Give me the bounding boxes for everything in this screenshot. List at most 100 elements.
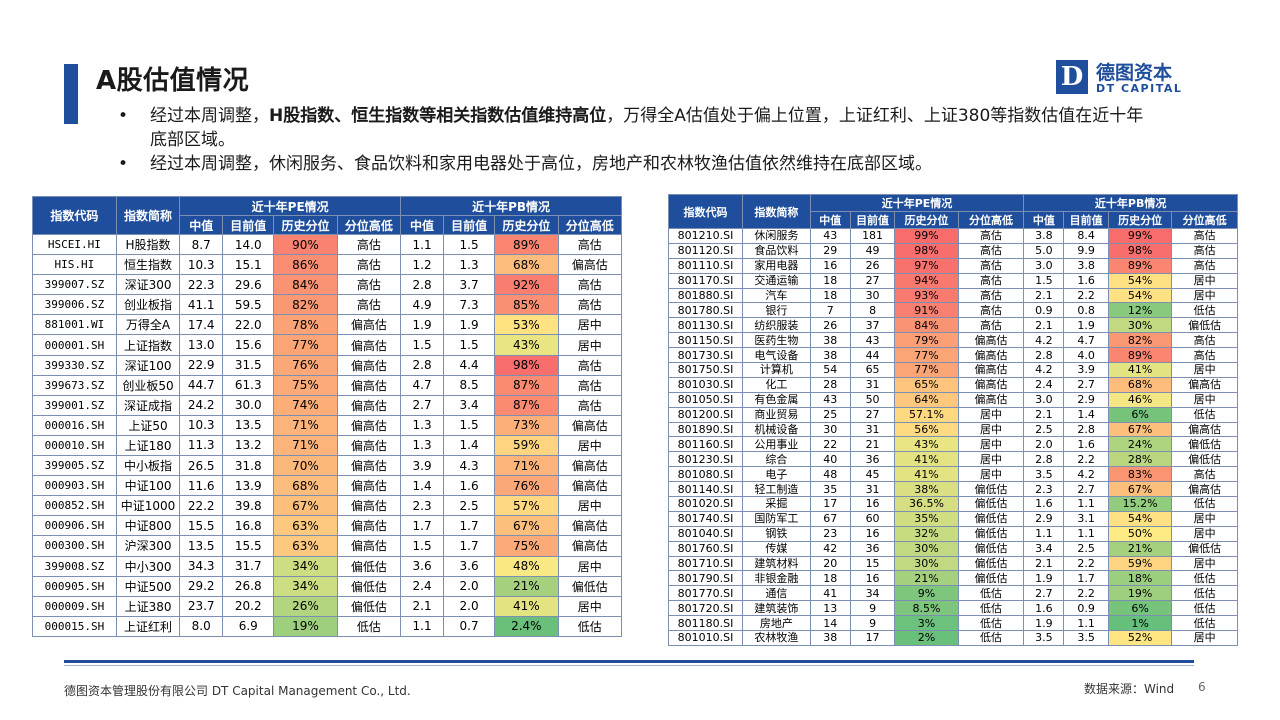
cell-pe-level: 高估 bbox=[957, 302, 1025, 319]
cell-pe-current: 60 bbox=[849, 510, 896, 527]
cell-code: 399006.SZ bbox=[32, 294, 117, 316]
cell-code: 399008.SZ bbox=[32, 555, 117, 577]
cell-code: 801110.SI bbox=[667, 257, 744, 274]
cell-pe-level: 偏低估 bbox=[336, 595, 402, 617]
table-row: 000903.SH 中证100 11.6 13.9 68% 偏高估 1.4 1.6 76% 偏高估 bbox=[32, 475, 623, 497]
cell-pb-current: 0.8 bbox=[1063, 302, 1109, 319]
cell-pe-percentile: 71% bbox=[273, 434, 338, 457]
bullet-1-bold: H股指数、恒生指数等相关指数估值维持高位 bbox=[269, 106, 607, 126]
cell-pe-current: 21 bbox=[849, 436, 896, 453]
table-row: 000015.SH 上证红利 8.0 6.9 19% 低估 1.1 0.7 2.4% 低估 bbox=[32, 615, 623, 637]
footer-company: 德图资本管理股份有限公司 DT Capital Management Co., … bbox=[64, 684, 411, 698]
cell-pe-percentile: 41% bbox=[894, 466, 959, 483]
header-code: 指数代码 bbox=[667, 194, 744, 229]
cell-pb-level: 偏高估 bbox=[557, 455, 623, 477]
cell-name: 纺织服装 bbox=[742, 317, 811, 334]
bullet-1-pre: 经过本周调整， bbox=[150, 106, 269, 126]
cell-pe-percentile: 77% bbox=[273, 334, 338, 356]
cell-pe-level: 偏高估 bbox=[336, 495, 402, 517]
cell-pb-current: 1.3 bbox=[443, 254, 496, 276]
cell-pe-percentile: 90% bbox=[273, 233, 338, 256]
cell-pb-level: 低估 bbox=[1171, 496, 1238, 512]
cell-pb-current: 8.4 bbox=[1063, 228, 1109, 244]
cell-name: 上证380 bbox=[115, 595, 181, 617]
cell-pe-current: 31.8 bbox=[222, 455, 275, 477]
cell-pe-current: 36 bbox=[849, 451, 896, 468]
cell-pb-current: 2.2 bbox=[1063, 555, 1109, 572]
table-row: 399005.SZ 中小板指 26.5 31.8 70% 偏高估 3.9 4.3 71% 偏高估 bbox=[32, 455, 623, 477]
cell-pb-level: 低估 bbox=[1171, 302, 1238, 319]
cell-pe-percentile: 77% bbox=[894, 362, 959, 378]
cell-pb-level: 低估 bbox=[557, 615, 623, 637]
cell-pb-median: 4.2 bbox=[1023, 332, 1065, 349]
cell-pb-level: 偏低估 bbox=[1171, 317, 1238, 334]
cell-name: 电气设备 bbox=[742, 347, 811, 364]
cell-pe-current: 13.5 bbox=[222, 414, 275, 436]
cell-pe-current: 27 bbox=[849, 272, 896, 289]
cell-pb-percentile: 68% bbox=[1107, 376, 1173, 393]
cell-name: 轻工制造 bbox=[742, 481, 811, 498]
cell-code: 801880.SI bbox=[667, 287, 744, 304]
cell-name: 上证红利 bbox=[115, 615, 181, 637]
cell-pe-level: 居中 bbox=[957, 436, 1025, 453]
cell-pe-median: 30 bbox=[809, 421, 851, 438]
cell-pe-level: 居中 bbox=[957, 451, 1025, 468]
cell-pe-level: 高估 bbox=[336, 294, 402, 316]
cell-name: 中证800 bbox=[115, 515, 181, 537]
table-row: 801710.SI 建筑材料 20 15 30% 偏低估 2.1 2.2 59% 居中 bbox=[667, 555, 1238, 572]
cell-pb-current: 1.7 bbox=[443, 515, 496, 537]
cell-name: 万得全A bbox=[115, 314, 181, 336]
table-row: 399007.SZ 深证300 22.3 29.6 84% 高估 2.8 3.7 92% 高估 bbox=[32, 274, 623, 296]
table-row: 801780.SI 银行 7 8 91% 高估 0.9 0.8 12% 低估 bbox=[667, 302, 1238, 319]
cell-pb-percentile: 89% bbox=[494, 233, 559, 256]
cell-pe-median: 29 bbox=[809, 242, 851, 259]
title-accent-bar bbox=[64, 64, 78, 124]
table-row: 000852.SH 中证1000 22.2 39.8 67% 偏高估 2.3 2.5 57% 居中 bbox=[32, 495, 623, 517]
cell-pb-level: 居中 bbox=[1171, 555, 1238, 572]
bullet-dot-icon: • bbox=[118, 154, 129, 174]
cell-pb-level: 居中 bbox=[1171, 525, 1238, 542]
cell-pe-median: 10.3 bbox=[179, 254, 224, 276]
cell-pe-level: 偏高估 bbox=[336, 475, 402, 497]
cell-pb-median: 2.3 bbox=[400, 495, 445, 517]
cell-pe-median: 15.5 bbox=[179, 515, 224, 537]
cell-name: 传媒 bbox=[742, 540, 811, 557]
cell-name: 休闲服务 bbox=[742, 228, 811, 244]
cell-name: 房地产 bbox=[742, 615, 811, 632]
cell-name: 沪深300 bbox=[115, 535, 181, 557]
bullet-item-2: • 经过本周调整，休闲服务、食品饮料和家用电器处于高位，房地产和农林牧渔估值依然… bbox=[118, 152, 1158, 176]
cell-pb-median: 1.9 bbox=[400, 314, 445, 336]
cell-pb-percentile: 67% bbox=[1107, 421, 1173, 438]
cell-name: 机械设备 bbox=[742, 421, 811, 438]
cell-pb-level: 居中 bbox=[1171, 510, 1238, 527]
cell-pe-median: 13.5 bbox=[179, 535, 224, 557]
cell-pb-current: 2.0 bbox=[443, 595, 496, 617]
cell-pe-level: 偏低估 bbox=[957, 540, 1025, 557]
cell-pe-percentile: 76% bbox=[273, 354, 338, 376]
cell-pe-percentile: 34% bbox=[273, 555, 338, 577]
cell-pb-level: 偏高估 bbox=[1171, 421, 1238, 438]
cell-code: 801230.SI bbox=[667, 451, 744, 468]
cell-name: 电子 bbox=[742, 466, 811, 483]
cell-pb-level: 低估 bbox=[1171, 600, 1238, 617]
cell-pb-current: 3.5 bbox=[1063, 630, 1109, 646]
header-pb-percentile: 历史分位 bbox=[1107, 211, 1173, 229]
cell-pe-current: 59.5 bbox=[222, 294, 275, 316]
table-row: 801030.SI 化工 28 31 65% 偏高估 2.4 2.7 68% 偏高估 bbox=[667, 376, 1238, 393]
cell-pb-median: 1.3 bbox=[400, 434, 445, 457]
cell-pb-current: 2.0 bbox=[443, 575, 496, 597]
cell-pe-median: 22 bbox=[809, 436, 851, 453]
table-row: 000001.SH 上证指数 13.0 15.6 77% 偏高估 1.5 1.5 43% 居中 bbox=[32, 334, 623, 356]
cell-pb-current: 1.7 bbox=[443, 535, 496, 557]
cell-pe-percentile: 41% bbox=[894, 451, 959, 468]
cell-pe-median: 23 bbox=[809, 525, 851, 542]
cell-name: 银行 bbox=[742, 302, 811, 319]
cell-pb-median: 3.5 bbox=[1023, 466, 1065, 483]
cell-pe-median: 41.1 bbox=[179, 294, 224, 316]
cell-name: 建筑材料 bbox=[742, 555, 811, 572]
cell-pb-percentile: 54% bbox=[1107, 510, 1173, 527]
cell-name: 恒生指数 bbox=[115, 254, 181, 276]
cell-pe-percentile: 56% bbox=[894, 421, 959, 438]
cell-pb-median: 2.1 bbox=[1023, 317, 1065, 334]
cell-pb-current: 3.1 bbox=[1063, 510, 1109, 527]
